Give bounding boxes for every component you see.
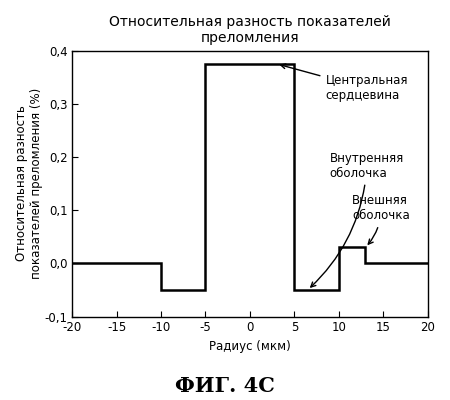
- Y-axis label: Относительная разность
показателей преломления (%): Относительная разность показателей прело…: [15, 88, 43, 279]
- Text: Внешняя
оболочка: Внешняя оболочка: [352, 194, 410, 244]
- Text: Внутренняя
оболочка: Внутренняя оболочка: [311, 152, 404, 287]
- X-axis label: Радиус (мкм): Радиус (мкм): [209, 340, 291, 353]
- Text: Центральная
сердцевина: Центральная сердцевина: [281, 64, 408, 102]
- Text: ФИГ. 4С: ФИГ. 4С: [175, 376, 275, 396]
- Title: Относительная разность показателей
преломления: Относительная разность показателей прело…: [109, 15, 391, 45]
